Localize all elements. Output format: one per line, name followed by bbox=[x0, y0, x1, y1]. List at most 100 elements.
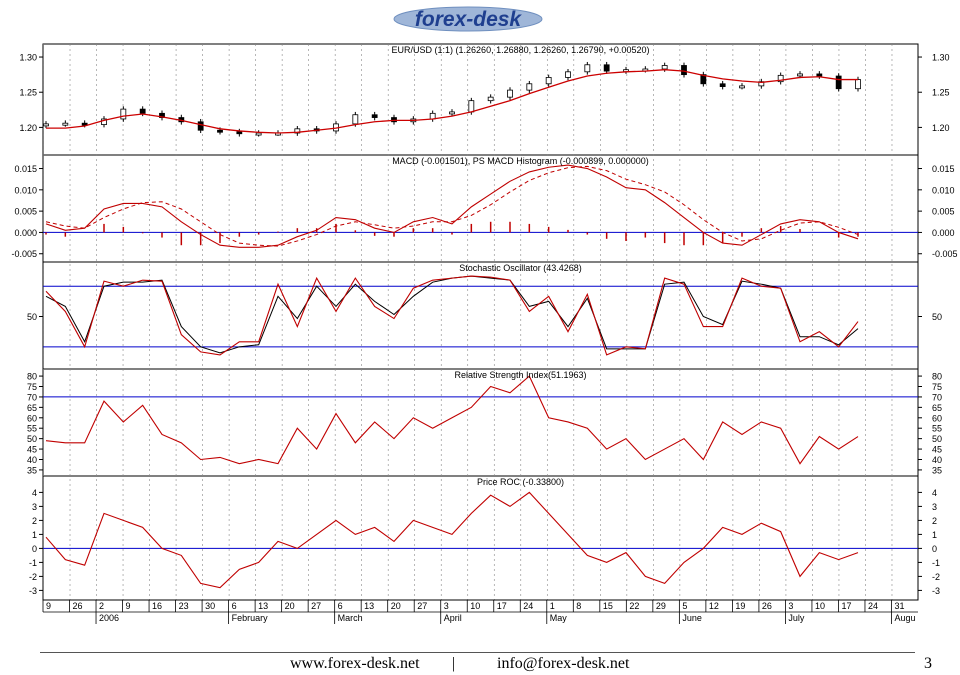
y-tick-label-left-2: 0.010 bbox=[14, 185, 37, 195]
chart-area: 1.30 1.30 1.25 1.25 1.20 1.20 0.015 0.015 0.010 0… bbox=[11, 43, 958, 624]
y-tick-label-left-1: 1.30 bbox=[19, 53, 37, 63]
page-number: 3 bbox=[924, 655, 932, 672]
x-day-label: 30 bbox=[205, 601, 215, 611]
y-tick-label-left-5: -3 bbox=[29, 586, 37, 596]
logo-text: forex-desk bbox=[415, 8, 523, 31]
x-day-label: 1 bbox=[550, 601, 555, 611]
rsi-line bbox=[45, 375, 859, 465]
y-tick-label-right-1: 1.30 bbox=[932, 53, 950, 63]
candle-body bbox=[468, 100, 475, 113]
panel-title-5: Price ROC (-0.33800) bbox=[477, 477, 564, 487]
x-day-label: 20 bbox=[391, 601, 401, 611]
y-tick-label-right-5: -3 bbox=[932, 586, 940, 596]
footer-divider bbox=[40, 652, 915, 653]
candle-body bbox=[797, 73, 803, 77]
y-tick-label-right-1: 1.20 bbox=[932, 123, 950, 133]
x-day-label: 23 bbox=[179, 601, 189, 611]
footer-website-link[interactable]: www.forex-desk.net bbox=[290, 655, 420, 672]
candle-body bbox=[681, 65, 687, 76]
y-tick-label-left-2: 0.015 bbox=[14, 164, 37, 174]
x-month-label: March bbox=[338, 613, 363, 623]
y-tick-label-right-4: 40 bbox=[932, 455, 942, 465]
x-day-label: 20 bbox=[285, 601, 295, 611]
macd-signal-line bbox=[45, 165, 859, 247]
candle-body bbox=[81, 122, 88, 126]
candle-body bbox=[758, 81, 765, 87]
candle-body bbox=[43, 123, 49, 127]
x-day-label: 3 bbox=[788, 601, 793, 611]
x-month-label: Augu bbox=[894, 613, 915, 623]
candle-body bbox=[352, 114, 359, 125]
candle-body bbox=[855, 79, 861, 90]
macd-line bbox=[45, 164, 859, 248]
y-tick-label-left-5: 1 bbox=[32, 530, 37, 540]
y-tick-label-right-5: 1 bbox=[932, 530, 937, 540]
y-tick-label-right-2: 0.015 bbox=[932, 164, 955, 174]
stochastic-fast-line bbox=[45, 275, 859, 356]
y-tick-label-left-5: 0 bbox=[32, 544, 37, 554]
y-tick-label-right-2: -0.005 bbox=[932, 249, 958, 259]
candle-body bbox=[371, 114, 378, 118]
panel-frame-4 bbox=[42, 368, 919, 477]
x-month-label: July bbox=[788, 613, 805, 623]
y-tick-label-right-4: 45 bbox=[932, 445, 942, 455]
y-tick-label-right-1: 1.25 bbox=[932, 88, 950, 98]
x-day-label: 26 bbox=[762, 601, 772, 611]
y-tick-label-left-3: 50 bbox=[27, 312, 37, 322]
panel-frame-2 bbox=[42, 154, 919, 263]
y-tick-label-left-2: -0.005 bbox=[11, 249, 37, 259]
y-tick-label-left-4: 40 bbox=[27, 455, 37, 465]
y-tick-label-left-4: 35 bbox=[27, 465, 37, 475]
x-day-label: 6 bbox=[338, 601, 343, 611]
y-tick-label-right-5: 4 bbox=[932, 488, 937, 498]
candle-body bbox=[255, 132, 262, 136]
y-tick-label-right-5: 3 bbox=[932, 502, 937, 512]
y-tick-label-left-4: 70 bbox=[27, 392, 37, 402]
x-day-label: 8 bbox=[576, 601, 581, 611]
roc-line bbox=[45, 491, 859, 589]
x-day-label: 9 bbox=[126, 601, 131, 611]
x-day-label: 27 bbox=[417, 601, 427, 611]
moving-average-line bbox=[46, 69, 858, 134]
candle-body bbox=[236, 131, 243, 135]
x-day-label: 12 bbox=[709, 601, 719, 611]
x-day-label: 17 bbox=[841, 601, 851, 611]
candle-body bbox=[62, 122, 69, 126]
candle-body bbox=[120, 108, 127, 120]
y-tick-label-right-4: 35 bbox=[932, 465, 942, 475]
x-day-label: 6 bbox=[232, 601, 237, 611]
footer-email-link[interactable]: info@forex-desk.net bbox=[497, 655, 630, 672]
y-tick-label-left-5: 4 bbox=[32, 488, 37, 498]
x-day-label: 3 bbox=[444, 601, 449, 611]
x-month-label: May bbox=[550, 613, 568, 623]
candle-body bbox=[159, 112, 165, 118]
candle-body bbox=[507, 89, 513, 98]
y-tick-label-left-4: 45 bbox=[27, 445, 37, 455]
x-day-label: 16 bbox=[152, 601, 162, 611]
x-month-label: June bbox=[682, 613, 702, 623]
y-tick-label-right-4: 60 bbox=[932, 413, 942, 423]
x-day-label: 27 bbox=[311, 601, 321, 611]
y-tick-label-right-4: 75 bbox=[932, 382, 942, 392]
y-tick-label-left-4: 75 bbox=[27, 382, 37, 392]
forex-desk-logo: forex-desk bbox=[393, 6, 543, 32]
y-tick-label-right-5: -2 bbox=[932, 572, 940, 582]
candle-body bbox=[603, 64, 610, 72]
y-tick-label-left-4: 55 bbox=[27, 424, 37, 434]
candle-body bbox=[565, 71, 571, 78]
x-month-label: February bbox=[232, 613, 269, 623]
panel-title-1: EUR/USD (1:1) (1.26260, 1.26880, 1.26260… bbox=[392, 45, 650, 55]
x-day-label: 26 bbox=[73, 601, 83, 611]
candle-body bbox=[294, 128, 301, 134]
panel-title-4: Relative Strength Index(51.1963) bbox=[454, 370, 586, 380]
stochastic-slow-line bbox=[45, 275, 859, 354]
x-month-label: April bbox=[444, 613, 462, 623]
candle-body bbox=[526, 83, 533, 91]
x-day-label: 24 bbox=[523, 601, 533, 611]
candle-body bbox=[739, 85, 745, 89]
candle-body bbox=[545, 77, 552, 85]
y-tick-label-right-5: -1 bbox=[932, 558, 940, 568]
candle-body bbox=[101, 118, 107, 125]
panel-frame-5 bbox=[42, 475, 919, 601]
candle-body bbox=[391, 117, 397, 123]
